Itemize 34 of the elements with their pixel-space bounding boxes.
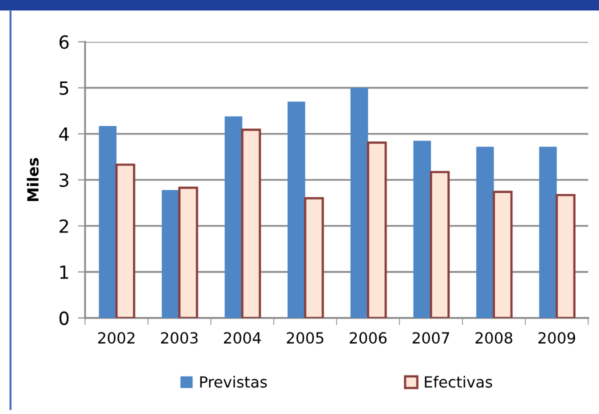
bar (539, 146, 557, 318)
legend-label: Previstas (200, 376, 267, 388)
x-tick-label: 2004 (224, 332, 261, 344)
bar (241, 128, 262, 318)
y-tick-label: 3 (60, 173, 68, 187)
bar (492, 190, 513, 318)
bar (288, 102, 306, 318)
bar (556, 194, 576, 318)
y-tick-label: 5 (60, 82, 68, 95)
bar (413, 140, 431, 318)
bar (476, 146, 494, 318)
x-tick-label: 2009 (538, 332, 576, 344)
bar (304, 197, 324, 318)
bar (350, 88, 368, 318)
bar (162, 190, 180, 318)
bar (115, 164, 136, 318)
y-tick-label: 2 (60, 219, 68, 233)
y-axis-title: Miles (26, 158, 39, 202)
legend-label: Efectivas (424, 376, 492, 388)
bar (98, 126, 117, 318)
y-tick-label: 6 (60, 35, 69, 49)
bar (224, 116, 242, 318)
y-tick-label: 4 (59, 128, 69, 141)
bar (430, 170, 450, 318)
x-tick-label: 2003 (161, 332, 198, 344)
x-tick-label: 2002 (98, 332, 134, 344)
y-tick-label: 1 (60, 266, 68, 279)
x-tick-label: 2008 (476, 332, 512, 344)
x-tick-label: 2007 (412, 332, 450, 344)
x-tick-label: 2006 (350, 332, 387, 344)
y-tick-label: 0 (59, 311, 69, 326)
x-tick-label: 2005 (286, 332, 324, 344)
bar (366, 141, 387, 318)
bar (178, 186, 198, 318)
